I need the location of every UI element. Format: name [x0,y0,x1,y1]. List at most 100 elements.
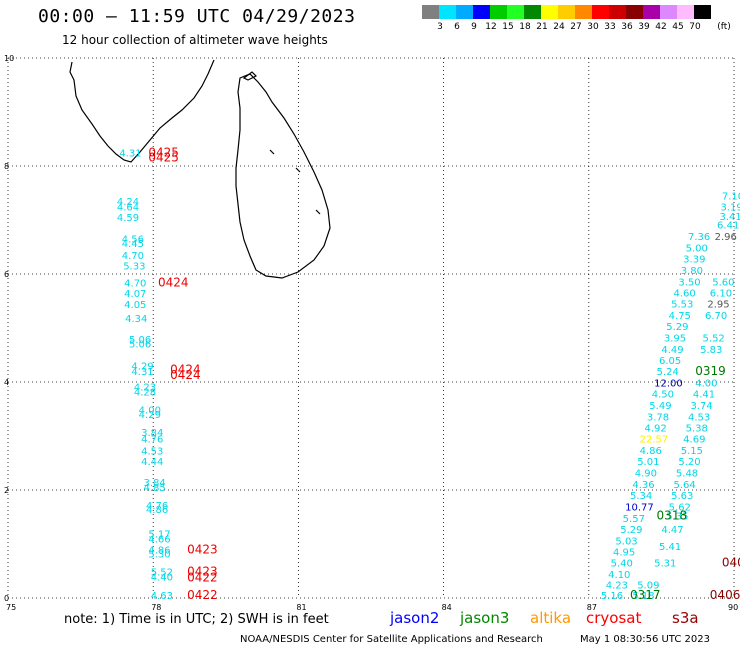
legend-swatch [422,5,439,19]
wave-height-label: 5.15 [681,446,703,457]
legend-label: 45 [672,22,684,32]
wave-height-label: 4.56 [122,235,144,246]
note-text: note: 1) Time is in UTC; 2) SWH is in fe… [64,612,329,627]
wave-height-label: 3.41 [719,212,740,223]
wave-height-label: 5.40 [611,559,633,570]
legend-swatch [507,5,524,19]
pass-time-label: 0422 [187,588,218,602]
wave-height-label: 5.53 [671,299,693,310]
wave-height-label: 5.06 [129,335,151,346]
legend-swatch [524,5,541,19]
wave-height-label: 5.83 [700,345,722,356]
legend-swatch [592,5,609,19]
pass-time-label: 0423 [187,543,218,557]
wave-height-label: 4.10 [608,570,630,581]
pass-time-label: 0423 [187,564,218,578]
wave-height-label: 3.95 [664,334,686,345]
land-outline [69,59,331,279]
pass-time-label: 0317 [630,588,661,602]
wave-height-label: 4.44 [141,457,163,468]
pass-time-label: 0406 [710,588,740,602]
legend-swatch [490,5,507,19]
wave-height-label: 4.34 [125,314,147,325]
wave-height-label: 3.39 [683,255,705,266]
wave-height-label: 4.53 [141,446,163,457]
legend-label: 39 [638,22,650,32]
wave-height-label: 4.64 [117,202,139,213]
legend-label: 42 [655,22,667,32]
wave-height-label: 3.74 [690,401,712,412]
wave-height-label: 5.09 [637,580,659,591]
wave-height-label: 4.92 [644,424,666,435]
wave-height-label: 6.70 [705,311,727,322]
pass-time-label: 0318 [657,509,688,523]
wave-height-label: 4.40 [151,573,173,584]
lon-tick-label: 75 [6,603,16,612]
legend-swatch [558,5,575,19]
satellite-jason2: jason2 [390,609,440,627]
wave-height-label: 5.00 [686,243,708,254]
pass-time-label: 0405 [722,556,740,570]
wave-height-label: 5.20 [678,457,700,468]
wave-height-label: 4.66 [148,534,170,545]
wave-height-label: 4.86 [146,505,168,516]
wave-height-label: 3.19 [720,202,740,213]
wave-height-label: 4.70 [124,278,146,289]
legend-label: 6 [454,22,460,32]
legend-unit: (ft) [717,22,731,32]
legend-label: 3 [437,22,443,32]
lat-tick-label: 6 [4,270,9,279]
legend-swatch [643,5,660,19]
map-title: 00:00 – 11:59 UTC 04/29/2023 [38,6,356,27]
wave-height-label: 5.33 [123,262,145,273]
pass-time-label: 0422 [187,570,218,584]
wave-height-label: 4.59 [117,213,139,224]
legend-label: 21 [536,22,548,32]
wave-height-label: 5.17 [148,530,170,541]
wave-height-label: 5.64 [674,480,696,491]
india-coastline [69,59,215,163]
wave-height-label: 4.53 [688,412,710,423]
wave-height-label: 5.24 [657,367,679,378]
legend-swatch [575,5,592,19]
lat-tick-label: 10 [4,54,14,63]
legend-swatch [456,5,473,19]
legend-label: 27 [570,22,582,32]
pass-time-label: 0425 [148,145,179,159]
wave-height-label: 4.86 [148,546,170,557]
legend-label: 70 [689,22,701,32]
pass-time-label: 0424 [158,275,189,289]
wave-height-label: 4.29 [131,362,153,373]
lon-tick-label: 78 [151,603,161,612]
legend-swatch [660,5,677,19]
wave-height-label: 4.07 [124,289,146,300]
wave-height-label: 5.01 [637,457,659,468]
wave-height-label: 2.95 [707,299,729,310]
wave-height-label: 5.52 [703,334,725,345]
timestamp-text: May 1 08:30:56 UTC 2023 [580,634,710,645]
wave-height-label: 4.70 [122,251,144,262]
wave-height-label: 3.84 [141,428,163,439]
wave-height-label: 4.75 [669,311,691,322]
legend-label: 9 [471,22,477,32]
wave-height-label: 22.57 [640,434,669,445]
pass-time-label: 0424 [170,362,201,376]
sri-lanka-islet [242,71,258,81]
wave-height-label: 4.00 [139,405,161,416]
wave-height-label: 5.03 [615,537,637,548]
credit-text: NOAA/NESDIS Center for Satellite Applica… [240,634,543,645]
wave-height-label: 3.84 [144,478,166,489]
legend-swatch [439,5,456,19]
legend-swatch [541,5,558,19]
wave-height-label: 4.60 [674,289,696,300]
wave-height-label: 4.76 [146,501,168,512]
legend-label: 18 [519,22,531,32]
wave-height-label: 5.34 [630,491,652,502]
sri-lanka-coastline [235,73,331,279]
wave-height-label: 5.16 [601,591,623,602]
wave-height-label: 5.63 [671,491,693,502]
wave-height-label: 5.06 [129,339,151,350]
wave-height-label: 4.85 [144,483,166,494]
sri-lanka-lagoon [315,209,321,215]
wave-height-label: 4.23 [134,383,156,394]
